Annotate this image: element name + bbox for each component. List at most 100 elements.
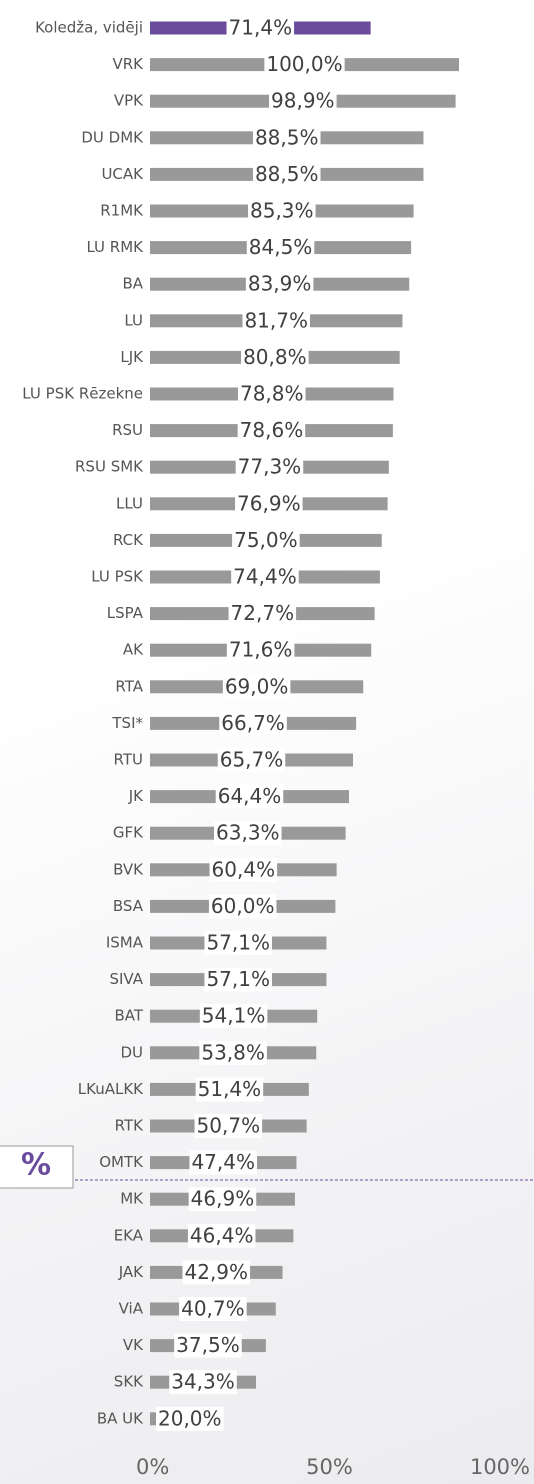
value-label: 34,3%	[171, 1370, 235, 1394]
category-label: VK	[123, 1336, 144, 1354]
value-label: 65,7%	[220, 748, 284, 772]
value-label-bg	[174, 1333, 242, 1358]
category-label: Koledža, vidēji	[35, 19, 143, 37]
category-label: RSU SMK	[75, 458, 144, 476]
value-label: 83,9%	[248, 272, 312, 296]
category-label: MK	[120, 1190, 144, 1208]
category-label: LKuALKK	[78, 1080, 144, 1098]
value-label-bg	[237, 418, 306, 443]
value-label-bg	[219, 711, 287, 736]
value-label-bg	[248, 199, 316, 223]
category-label: DU	[120, 1043, 143, 1061]
value-label: 64,4%	[218, 784, 282, 808]
value-label: 20,0%	[158, 1406, 222, 1430]
value-label: 46,9%	[191, 1187, 255, 1211]
value-label-bg	[199, 1004, 268, 1029]
value-label: 37,5%	[176, 1333, 240, 1357]
value-label: 76,9%	[237, 491, 301, 515]
category-label: LU RMK	[86, 238, 144, 256]
value-label: 60,4%	[212, 857, 276, 881]
value-label-bg	[237, 382, 306, 406]
value-label: 98,9%	[271, 89, 335, 113]
category-label: EKA	[114, 1226, 144, 1244]
category-label: RCK	[113, 531, 144, 549]
category-label: RTU	[114, 751, 143, 769]
category-label: LSPA	[107, 604, 144, 622]
value-label-bg	[226, 638, 295, 663]
category-label: RTA	[115, 677, 143, 695]
value-label: 77,3%	[238, 455, 302, 479]
category-label: SIVA	[109, 970, 143, 988]
category-label: BA	[122, 275, 143, 293]
value-label-bg	[222, 674, 291, 699]
value-label-bg	[182, 1260, 251, 1285]
value-label: 57,1%	[206, 931, 270, 955]
value-label-bg	[252, 125, 321, 150]
x-tick-label: 50%	[306, 1455, 353, 1479]
category-label: RSU	[112, 421, 143, 439]
value-label: 60,0%	[211, 894, 275, 918]
value-label: 40,7%	[181, 1297, 245, 1321]
value-label: 51,4%	[198, 1077, 262, 1101]
category-label: R1MK	[100, 202, 144, 220]
value-label-bg	[169, 1370, 237, 1395]
value-label: 75,0%	[234, 528, 298, 552]
value-label-bg	[209, 857, 278, 882]
value-label: 80,8%	[243, 345, 307, 369]
value-label-bg	[189, 1150, 258, 1175]
value-label-bg	[246, 235, 315, 260]
value-label-bg	[245, 272, 314, 297]
value-label: 72,7%	[231, 601, 295, 625]
value-label: 78,8%	[240, 382, 304, 406]
value-label: 88,5%	[255, 125, 319, 149]
value-label-bg	[195, 1077, 264, 1102]
value-label: 88,5%	[255, 162, 319, 186]
value-label: 42,9%	[185, 1260, 249, 1284]
value-label-bg	[204, 931, 272, 955]
value-label-bg	[156, 1406, 224, 1431]
value-label-bg	[199, 1040, 267, 1065]
category-label: ViA	[119, 1300, 144, 1318]
category-label: LJK	[120, 348, 144, 366]
value-label: 66,7%	[221, 711, 285, 735]
value-label: 50,7%	[197, 1114, 261, 1138]
category-label: LU PSK Rēzekne	[22, 385, 143, 403]
category-label: BSA	[113, 897, 144, 915]
category-label: UCAK	[101, 165, 144, 183]
value-label-bg	[231, 565, 299, 589]
value-label: 54,1%	[202, 1004, 266, 1028]
value-label: 47,4%	[191, 1150, 255, 1174]
x-tick-label: 100%	[470, 1455, 530, 1479]
value-label-bg	[264, 52, 345, 77]
value-label-bg	[194, 1114, 263, 1138]
category-label: BVK	[113, 860, 144, 878]
category-label: GFK	[113, 824, 144, 842]
value-label-bg	[269, 89, 337, 114]
value-label-bg	[241, 345, 309, 370]
category-label: LLU	[116, 494, 143, 512]
category-label: VRK	[112, 55, 144, 73]
value-label-bg	[208, 894, 277, 919]
category-label: AK	[123, 641, 144, 659]
value-label-bg	[235, 455, 304, 480]
value-label-bg	[228, 601, 297, 626]
category-label: JAK	[118, 1263, 144, 1281]
category-label: JK	[128, 787, 144, 805]
value-label: 85,3%	[250, 199, 314, 223]
value-label-bg	[242, 308, 310, 333]
category-label: LU	[124, 311, 143, 329]
value-label: 63,3%	[216, 821, 280, 845]
annotation-box	[0, 1145, 74, 1189]
value-label-bg	[217, 748, 286, 772]
category-label: OMTK	[99, 1153, 144, 1171]
value-label-bg	[187, 1223, 256, 1248]
value-label-bg	[235, 491, 303, 516]
category-label: TSI*	[111, 714, 143, 732]
value-label: 71,4%	[229, 16, 293, 40]
value-label-bg	[252, 162, 321, 187]
value-label-bg	[232, 528, 300, 553]
value-label-bg	[214, 821, 282, 846]
category-label: DU DMK	[81, 128, 144, 146]
category-label: LU PSK	[91, 568, 144, 586]
category-label: SKK	[114, 1373, 144, 1391]
